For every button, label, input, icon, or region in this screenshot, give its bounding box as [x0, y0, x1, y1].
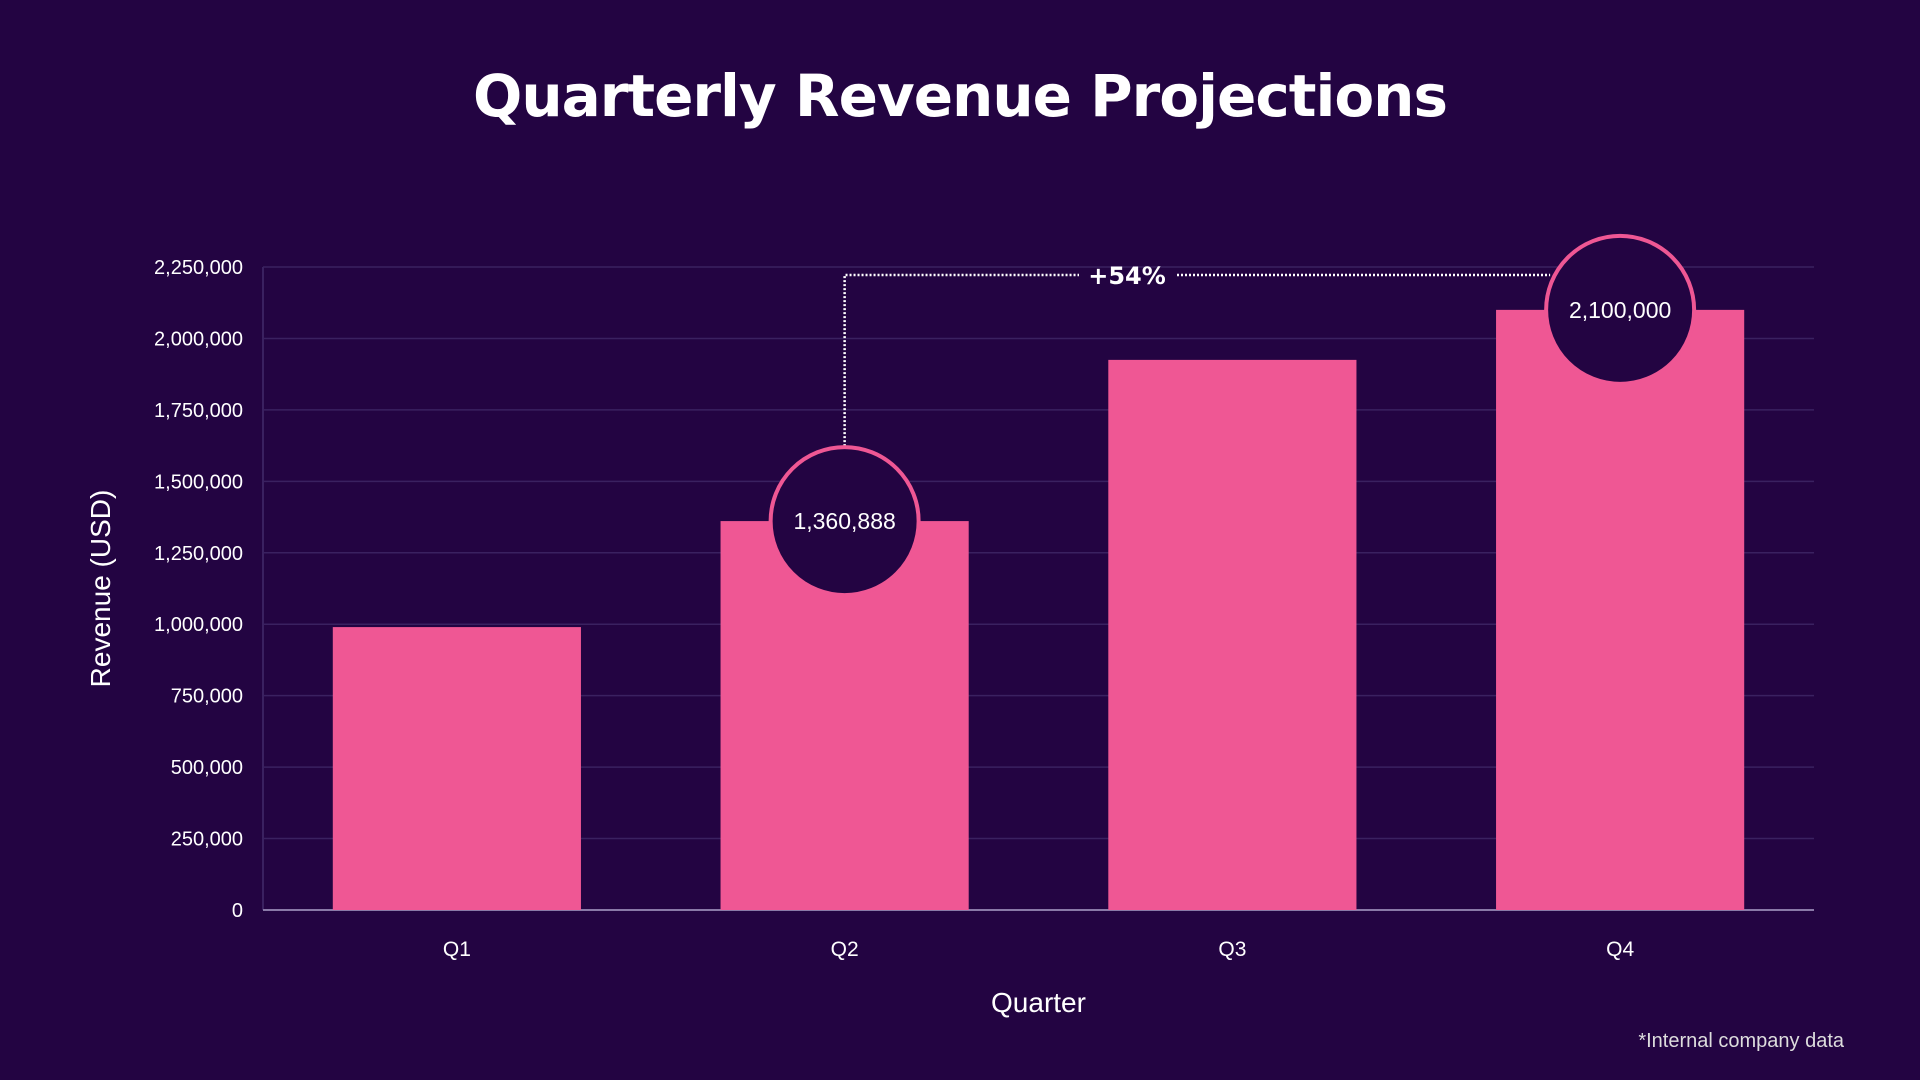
bar-q3 [1108, 359, 1357, 910]
x-tick-label: Q1 [443, 938, 471, 961]
y-tick-label: 1,250,000 [154, 543, 243, 565]
bar-q1 [332, 627, 581, 910]
x-tick-label: Q4 [1606, 938, 1634, 961]
y-axis-label: Revenue (USD) [85, 490, 116, 688]
annotation-bracket-left [843, 273, 1079, 447]
x-tick-label: Q2 [831, 938, 859, 961]
footnote: *Internal company data [1638, 1030, 1844, 1052]
x-axis-label: Quarter [991, 987, 1086, 1018]
y-tick-label: 750,000 [171, 686, 243, 708]
y-tick-label: 500,000 [171, 757, 243, 779]
data-label-bubble [1544, 233, 1697, 386]
y-tick-label: 1,750,000 [154, 400, 243, 422]
y-tick-label: 2,000,000 [154, 328, 243, 350]
y-tick-label: 1,500,000 [154, 471, 243, 493]
bar-q4 [1496, 309, 1745, 910]
y-tick-label: 1,000,000 [154, 614, 243, 636]
data-label-bubble [768, 445, 921, 598]
chart-title: Quarterly Revenue Projections [473, 62, 1448, 130]
data-label: 1,360,888 [793, 508, 895, 534]
y-tick-label: 0 [232, 900, 243, 922]
growth-annotation: +54% [1088, 262, 1166, 290]
x-tick-label: Q3 [1218, 938, 1246, 961]
y-tick-label: 250,000 [171, 829, 243, 851]
data-label: 2,100,000 [1569, 297, 1671, 323]
y-tick-label: 2,250,000 [154, 257, 243, 279]
